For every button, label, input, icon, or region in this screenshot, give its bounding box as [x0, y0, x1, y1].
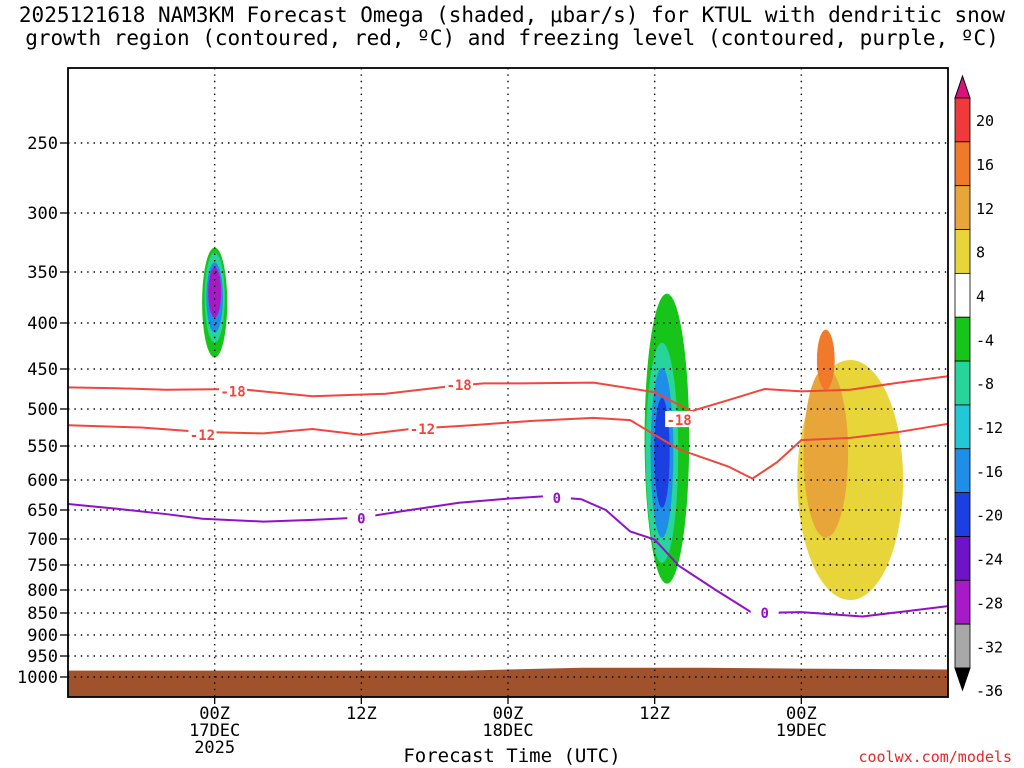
- title-line-2: growth region (contoured, red, ºC) and f…: [25, 26, 999, 50]
- chart-title: 2025121618 NAM3KM Forecast Omega (shaded…: [0, 4, 1024, 50]
- contour-label-bg-3: [188, 425, 217, 442]
- colorbar-label-10: -24: [976, 551, 1003, 569]
- colorbar-label-1: 16: [976, 156, 994, 174]
- ytick-label-250: 250: [27, 134, 58, 154]
- contour-label-bg-6: [542, 489, 571, 505]
- ytick-label-950: 950: [27, 647, 58, 667]
- ytick-label-650: 650: [27, 501, 58, 521]
- colorbar-bin-7: [954, 404, 971, 450]
- contour-label-2: -18: [666, 413, 691, 429]
- contour-label-bg-2: [665, 411, 694, 428]
- colorbar-label-2: 12: [976, 200, 994, 218]
- ytick-label-900: 900: [27, 626, 58, 646]
- colorbar-label-8: -16: [976, 463, 1003, 481]
- colorbar-bin-3: [954, 229, 971, 274]
- contour-label-bg-5: [347, 509, 376, 526]
- colorbar-bin-4: [954, 272, 971, 318]
- contour-line-2: [67, 495, 949, 618]
- xtick-label-12: 12Z: [346, 704, 377, 724]
- contour-label-bg-7: [750, 604, 779, 620]
- ytick-label-1000: 1000: [17, 668, 58, 688]
- colorbar-label-0: 20: [976, 112, 994, 130]
- ytick-label-850: 850: [27, 604, 58, 624]
- credit-link[interactable]: coolwx.com/models: [858, 748, 1012, 766]
- ytick-label-400: 400: [27, 314, 58, 334]
- contour-label-bg-1: [445, 376, 474, 392]
- xtick-label-36: 12Z: [639, 704, 670, 724]
- colorbar-bin-1: [954, 141, 971, 187]
- colorbar-label-12: -32: [976, 638, 1003, 656]
- xtick-label-24: 00Z: [493, 704, 524, 724]
- ytick-label-600: 600: [27, 471, 58, 491]
- ytick-label-450: 450: [27, 360, 58, 380]
- xtick-date-0: 17DEC: [189, 721, 240, 741]
- contour-label-bg-4: [408, 419, 437, 436]
- terrain-fill: [68, 670, 948, 697]
- plot-frame: [67, 67, 949, 698]
- colorbar-label-11: -28: [976, 594, 1003, 612]
- ytick-label-550: 550: [27, 437, 58, 457]
- xtick-label-0: 00Z: [199, 704, 230, 724]
- ytick-label-350: 350: [27, 263, 58, 283]
- colorbar-bin-2: [954, 185, 971, 230]
- colorbar-bin-8: [954, 448, 971, 494]
- colorbar-label-5: -4: [976, 331, 994, 349]
- ytick-label-500: 500: [27, 400, 58, 420]
- ytick-label-800: 800: [27, 581, 58, 601]
- contour-label-0: -18: [220, 384, 245, 400]
- colorbar-label-9: -20: [976, 507, 1003, 525]
- title-line-1: 2025121618 NAM3KM Forecast Omega (shaded…: [18, 3, 1006, 27]
- omega-region-omega-max-19dec-core2: [816, 329, 835, 390]
- colorbar-label-6: -8: [976, 375, 994, 393]
- colorbar-bin-10: [954, 536, 971, 581]
- colorbar-label-13: -36: [976, 682, 1003, 700]
- contour-label-6: 0: [553, 491, 561, 507]
- colorbar-bin-5: [954, 316, 971, 362]
- colorbar-label-7: -12: [976, 419, 1003, 437]
- x-axis-label: Forecast Time (UTC): [403, 745, 621, 767]
- colorbar-label-3: 8: [976, 244, 985, 262]
- ytick-label-700: 700: [27, 530, 58, 550]
- contour-label-7: 0: [760, 606, 768, 622]
- ytick-label-750: 750: [27, 556, 58, 576]
- colorbar-bottom-arrow: [954, 667, 971, 692]
- ytick-label-300: 300: [27, 204, 58, 224]
- xtick-year-0: 2025: [194, 738, 235, 758]
- colorbar-bin-11: [954, 579, 971, 625]
- xtick-label-48: 00Z: [786, 704, 817, 724]
- colorbar-bin-9: [954, 492, 971, 537]
- contour-label-3: -12: [190, 428, 215, 444]
- colorbar-bin-6: [954, 360, 971, 406]
- colorbar-label-4: 4: [976, 288, 985, 306]
- xtick-date-24: 18DEC: [482, 721, 533, 741]
- contour-label-5: 0: [357, 512, 365, 528]
- colorbar-bin-12: [954, 623, 971, 669]
- contour-label-bg-0: [219, 382, 247, 399]
- xtick-date-48: 19DEC: [776, 721, 827, 741]
- contour-label-1: -18: [446, 378, 471, 394]
- colorbar-bin-0: [954, 97, 971, 143]
- omega-region-omega-max-19dec-core1: [803, 367, 849, 538]
- contour-line-1: [67, 416, 949, 480]
- contour-label-4: -12: [410, 422, 435, 438]
- colorbar-top-arrow: [954, 74, 971, 99]
